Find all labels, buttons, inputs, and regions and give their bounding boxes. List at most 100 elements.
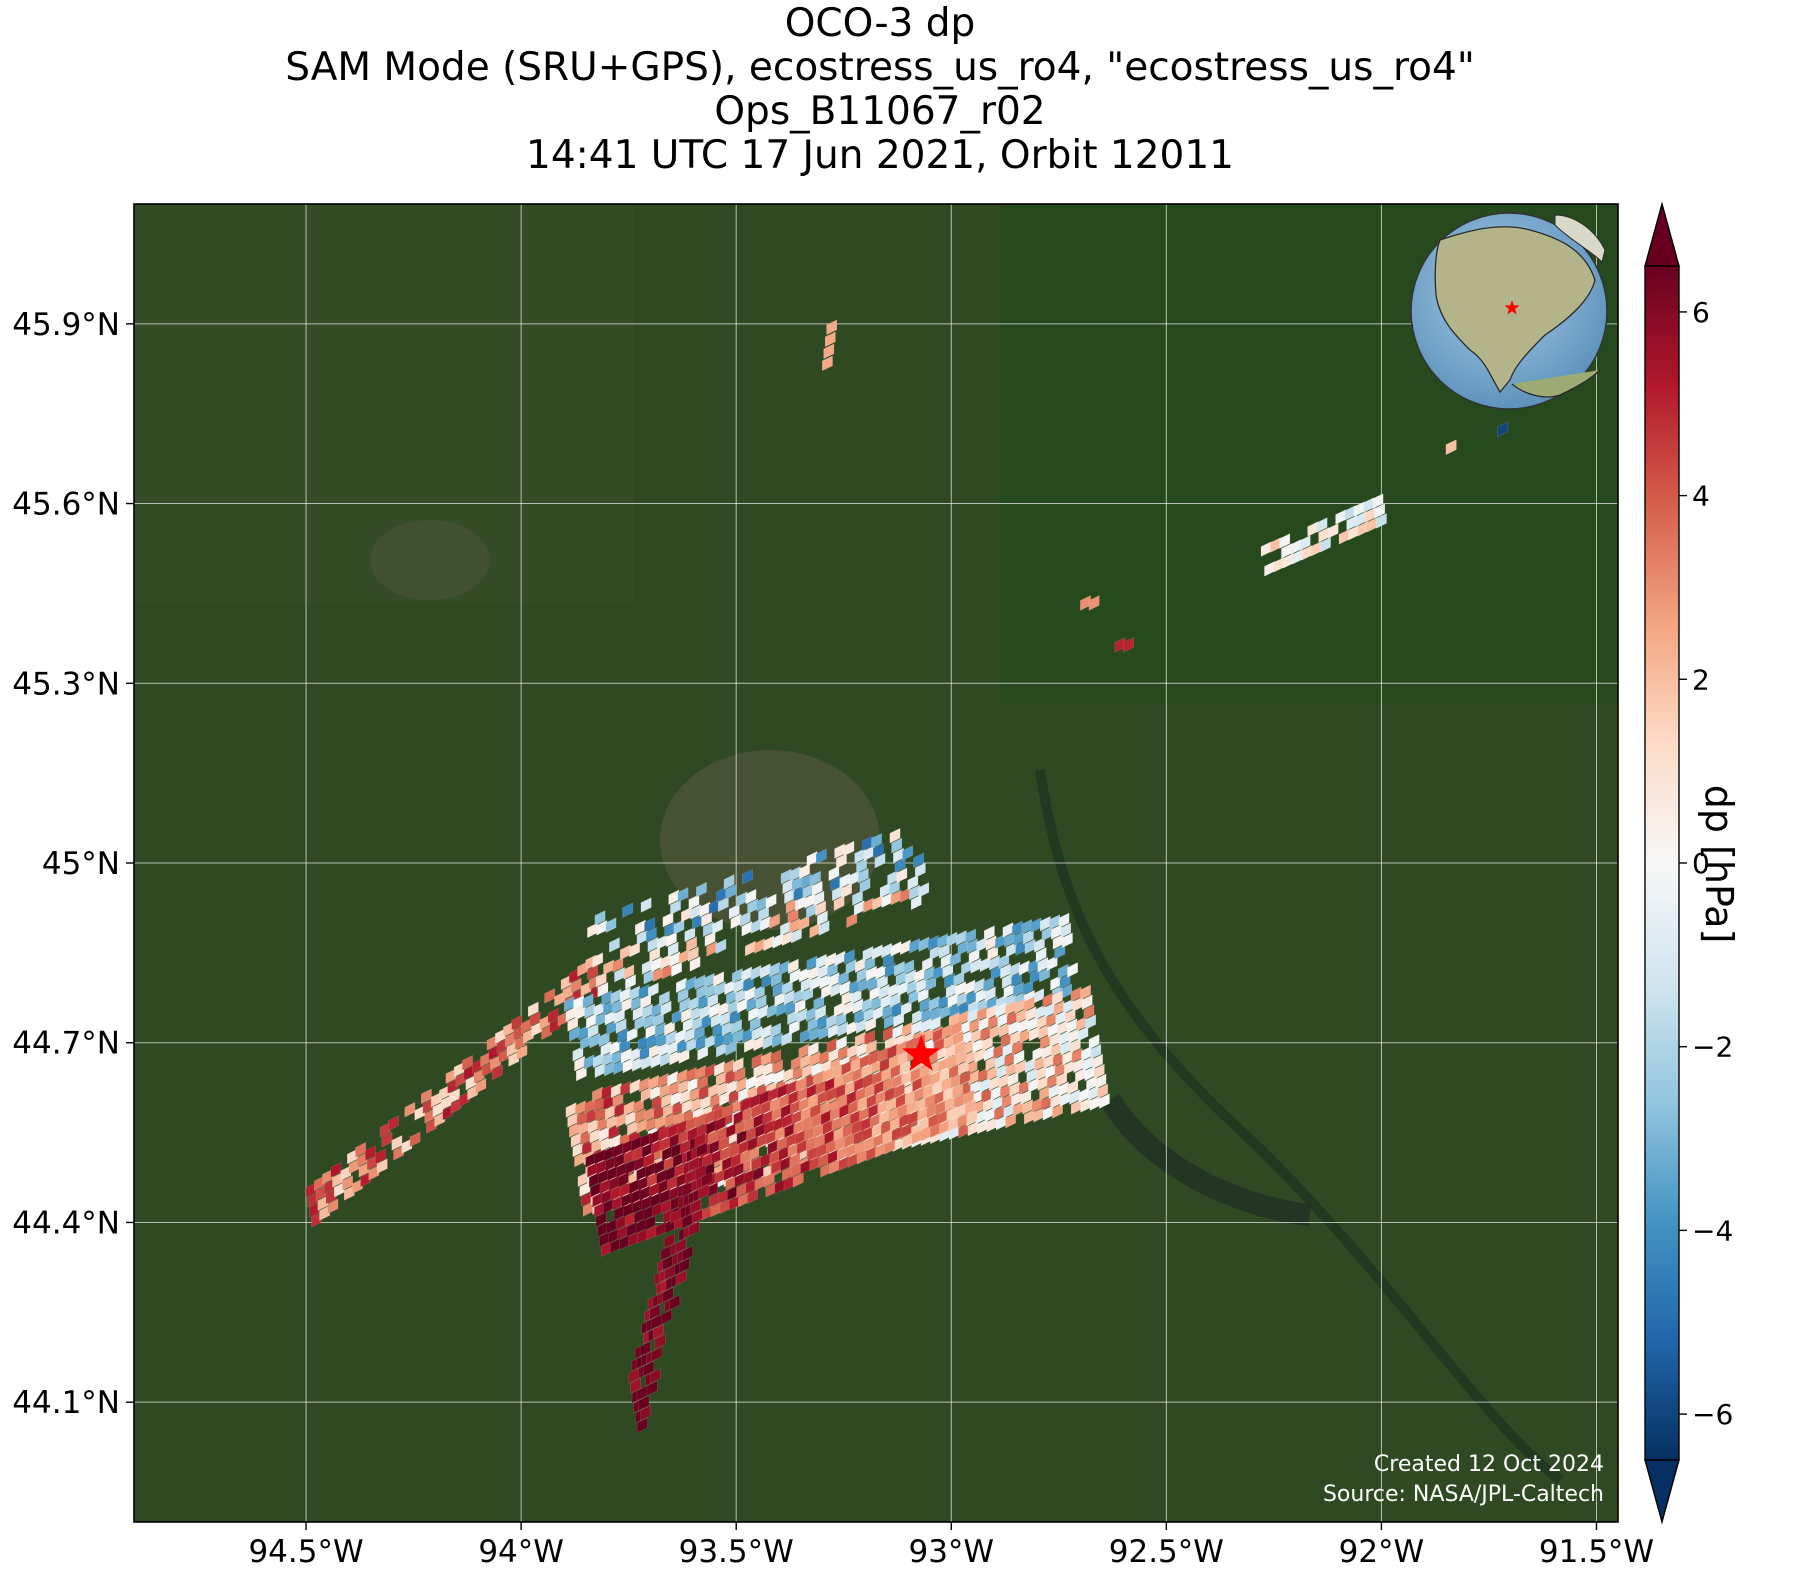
dp-pixel: [1022, 1099, 1033, 1115]
dp-pixel: [597, 1221, 609, 1238]
dp-pixel: [688, 1156, 699, 1173]
dp-pixel: [658, 1125, 670, 1142]
dp-pixel: [649, 1129, 661, 1145]
dp-pixel: [1057, 963, 1069, 980]
dp-pixel: [649, 1368, 661, 1384]
dp-pixel: [741, 966, 753, 983]
dp-pixel: [667, 1070, 678, 1087]
dp-pixel: [1066, 1018, 1078, 1034]
dp-pixel: [883, 1025, 894, 1042]
source-credit: Source: NASA/JPL-Caltech: [1322, 1482, 1604, 1507]
dp-pixel: [1042, 992, 1054, 1008]
dp-pixel: [923, 966, 935, 982]
dp-pixel: [1080, 984, 1091, 1001]
dp-pixel: [745, 888, 757, 905]
dp-pixel: [928, 1060, 940, 1076]
dp-pixel: [859, 877, 871, 894]
dp-pixel: [861, 835, 873, 852]
dp-pixel: [715, 938, 727, 955]
dp-pixel: [773, 1069, 785, 1085]
dp-pixel: [905, 969, 916, 985]
dp-pixel: [973, 977, 985, 994]
dp-pixel: [511, 1014, 523, 1031]
dp-pixel: [1058, 1081, 1069, 1097]
dp-pixel: [901, 1069, 913, 1086]
dp-pixel: [985, 935, 997, 951]
dp-pixel: [667, 941, 679, 958]
dp-pixel: [603, 1145, 615, 1162]
dp-pixel: [365, 1145, 376, 1161]
dp-pixel: [658, 990, 670, 1007]
dp-pixel: [1363, 497, 1375, 513]
lat-tick-label: 45.3°N: [12, 666, 120, 702]
dp-pixel: [796, 1008, 808, 1024]
dp-pixel: [744, 986, 756, 1002]
dp-pixel: [769, 913, 780, 929]
dp-pixel: [811, 1112, 823, 1129]
dp-pixel: [669, 1294, 681, 1311]
dp-pixel: [619, 944, 631, 961]
dp-pixel: [816, 1014, 828, 1031]
dp-pixel: [644, 917, 655, 933]
dp-pixel: [663, 1232, 675, 1249]
dp-pixel: [850, 1056, 862, 1073]
dp-pixel: [544, 988, 556, 1004]
dp-pixel: [712, 918, 723, 935]
dp-pixel: [761, 1051, 772, 1067]
dp-pixel: [685, 1066, 697, 1083]
dp-pixel: [713, 1106, 725, 1122]
dp-pixel: [1335, 509, 1347, 525]
dp-pixel: [734, 1172, 746, 1188]
dp-pixel: [806, 851, 818, 867]
dp-pixel: [871, 833, 882, 849]
dp-pixel: [823, 343, 835, 360]
title-line-4: 14:41 UTC 17 Jun 2021, Orbit 12011: [526, 133, 1234, 178]
dp-pixel: [617, 1028, 629, 1044]
dp-pixel: [837, 1021, 849, 1037]
dp-pixel: [903, 959, 915, 975]
dp-pixel: [759, 915, 771, 932]
dp-pixel: [694, 974, 706, 990]
dp-pixel: [1290, 539, 1302, 555]
dp-pixel: [760, 1024, 772, 1040]
dp-pixel: [639, 1341, 651, 1357]
dp-pixel: [654, 1333, 666, 1350]
dp-pixel: [813, 890, 825, 907]
dp-pixel: [732, 1057, 744, 1073]
dp-pixel: [989, 955, 1000, 971]
dp-pixel: [583, 1054, 595, 1070]
lat-tick-label: 45.6°N: [12, 487, 120, 523]
dp-pixel: [730, 913, 742, 930]
dp-pixel: [638, 1395, 650, 1411]
dp-pixel: [594, 1149, 606, 1165]
dp-pixel: [1009, 961, 1021, 978]
dp-pixel: [475, 1078, 487, 1094]
dp-pixel: [676, 1068, 688, 1085]
colorbar-tick-label: −6: [1692, 1398, 1733, 1431]
dp-pixel: [1316, 517, 1328, 533]
dp-pixel: [1327, 523, 1339, 539]
dp-pixel: [955, 930, 967, 946]
dp-pixel: [645, 926, 657, 943]
dp-pixel: [859, 1053, 871, 1070]
lat-tick-label: 45°N: [42, 846, 120, 882]
dp-pixel: [609, 937, 620, 953]
dp-pixel: [818, 920, 830, 936]
dp-pixel: [731, 968, 743, 984]
dp-pixel: [736, 1076, 748, 1093]
dp-pixel: [1092, 1053, 1103, 1070]
dp-pixel: [634, 1108, 646, 1124]
globe-target-star-icon: [1504, 300, 1520, 315]
dp-pixel: [1090, 1043, 1102, 1060]
dp-pixel: [1353, 501, 1365, 517]
dp-pixel: [696, 1142, 708, 1158]
dp-pixel: [409, 1131, 421, 1148]
colorbar-tick-label: 6: [1692, 296, 1710, 329]
dp-pixel: [1033, 988, 1045, 1004]
dp-pixel: [983, 925, 995, 941]
dp-pixel: [807, 1041, 819, 1057]
dp-pixel: [704, 1109, 716, 1126]
dp-pixel: [723, 1059, 735, 1075]
lat-tick-label: 45.9°N: [12, 307, 120, 343]
dp-pixel: [770, 1022, 781, 1039]
